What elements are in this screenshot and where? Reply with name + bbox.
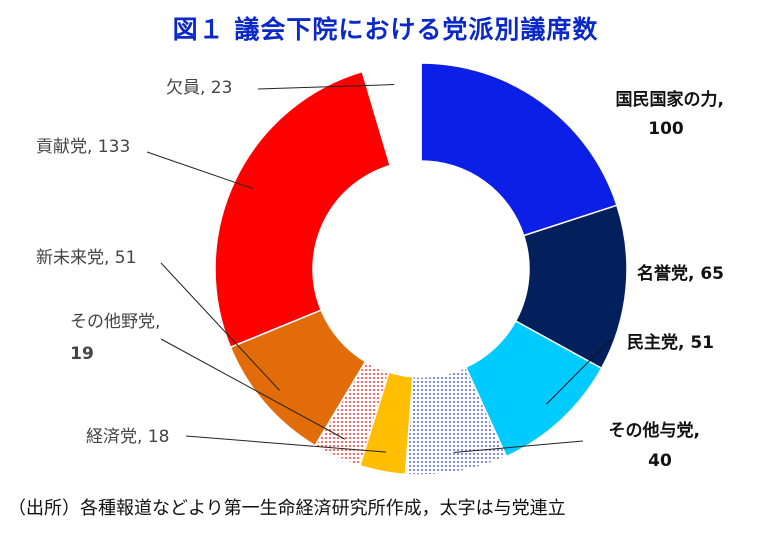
leader-lines [146, 84, 612, 454]
slice-7 [214, 70, 392, 349]
slice-8 [361, 62, 422, 167]
slice-labels: 国民国家の力, 100 名誉党, 65 民主党, 51 その他与党, 40 経済党, 18 そ… [36, 78, 724, 471]
slice-label-2: 民主党, 51 [627, 332, 714, 353]
leader-line-6 [160, 262, 281, 391]
slice-label-7: 貢献党, 133 [36, 137, 130, 157]
leader-line-8 [257, 84, 395, 90]
slice-label-value-3: 40 [648, 451, 672, 471]
slice-label-6: 新未来党, 51 [36, 248, 136, 268]
leader-line-3 [453, 440, 584, 454]
slice-label-5: その他野党, [70, 312, 160, 332]
leader-line-4 [185, 435, 387, 453]
slice-0 [420, 62, 618, 237]
chart-title: 図１ 議会下院における党派別議席数 [172, 15, 599, 44]
slice-label-3: その他与党, [609, 420, 700, 441]
slice-label-value-0: 100 [648, 119, 684, 139]
slice-label-4: 経済党, 18 [86, 427, 169, 447]
slice-label-1: 名誉党, 65 [637, 263, 724, 284]
leader-line-2 [546, 338, 612, 405]
leader-line-5 [160, 338, 346, 440]
slice-label-8: 欠員, 23 [166, 78, 232, 98]
leader-line-7 [146, 151, 254, 190]
slice-label-value-5: 19 [70, 344, 94, 364]
slice-label-0: 国民国家の力, [616, 89, 724, 110]
donut-slices [214, 62, 628, 476]
source-note: （出所）各種報道などより第一生命経済研究所作成，太字は与党連立 [8, 498, 566, 519]
